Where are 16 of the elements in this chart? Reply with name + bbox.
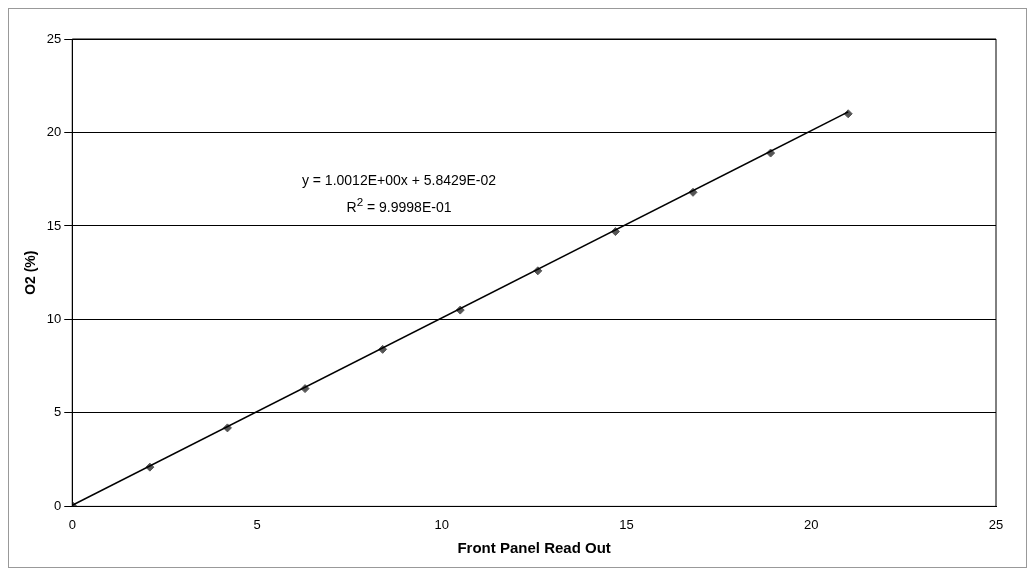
y-tick-label: 15 <box>46 217 62 233</box>
x-tick-label: 20 <box>804 516 819 532</box>
x-axis-title: Front Panel Read Out <box>457 539 611 557</box>
y-tick-label: 5 <box>54 404 62 420</box>
annotation: R$^{2}$ = 9.9998E-01 <box>343 191 455 218</box>
x-tick-label: 15 <box>619 516 634 532</box>
y-tick-label: 25 <box>46 30 62 46</box>
x-tick-label: 0 <box>68 516 76 532</box>
x-tick-label: 5 <box>253 516 261 532</box>
y-tick-label: 20 <box>46 124 62 140</box>
annotation: y = 1.0012E+00x + 5.8429E-02 <box>298 169 500 191</box>
y-axis-title: O2 (%) <box>22 250 39 295</box>
y-tick-label: 0 <box>54 497 62 513</box>
y-tick-label: 10 <box>46 311 62 327</box>
x-tick-label: 25 <box>988 516 1004 532</box>
x-tick-label: 10 <box>434 516 449 532</box>
